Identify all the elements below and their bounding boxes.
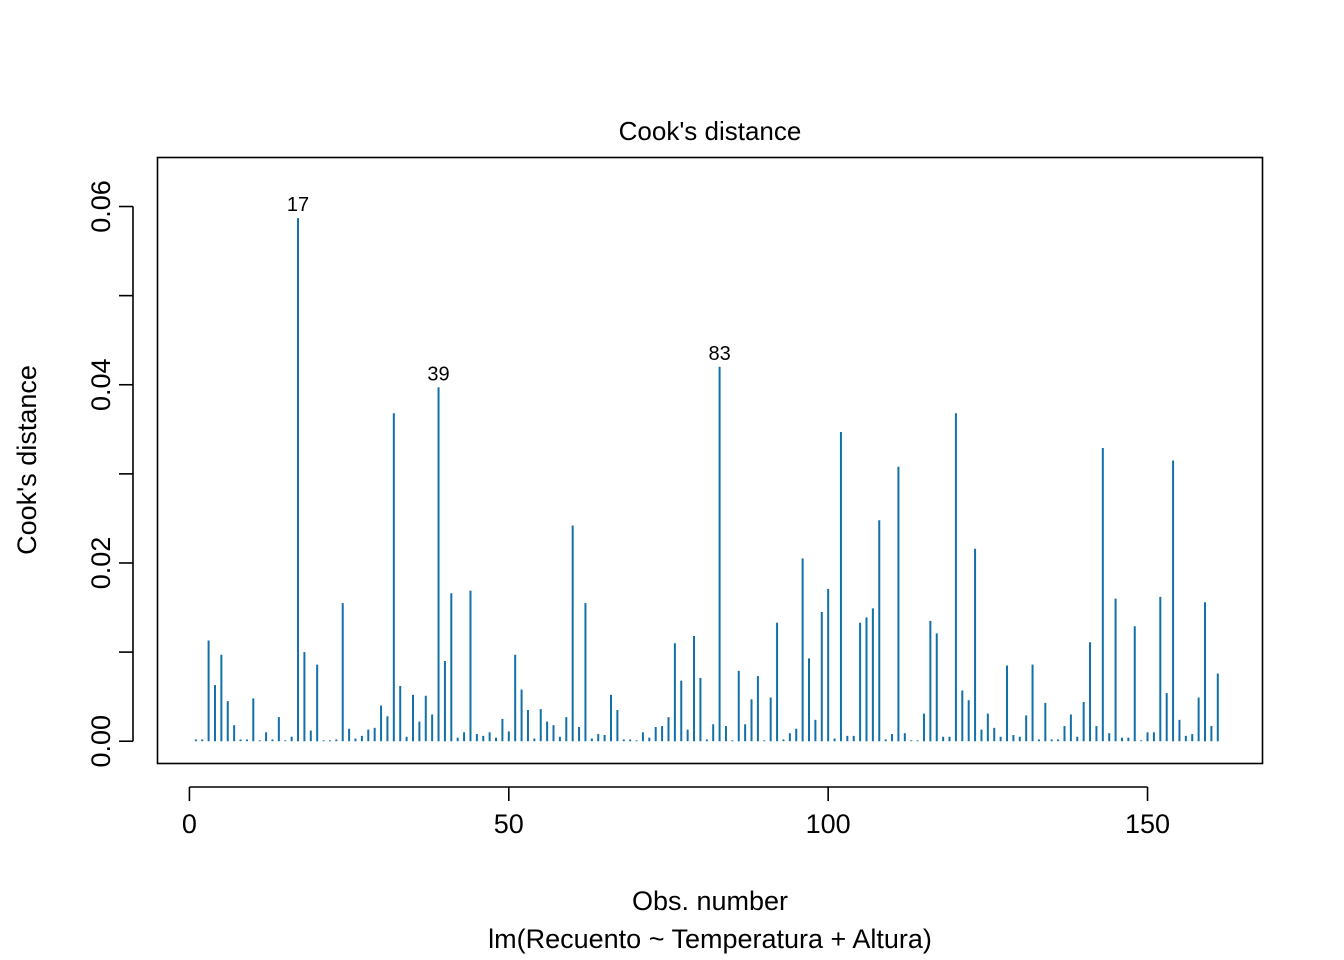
point-label-17: 17 xyxy=(287,194,309,216)
point-label-39: 39 xyxy=(427,363,449,385)
x-tick-label-150: 150 xyxy=(1125,809,1170,839)
x-tick-label-100: 100 xyxy=(806,809,851,839)
x-axis: 0 50 100 150 xyxy=(182,786,1170,839)
x-tick-label-50: 50 xyxy=(494,809,524,839)
y-axis-label: Cook's distance xyxy=(12,365,42,555)
plot-frame xyxy=(156,156,1264,765)
y-tick-label-0: 0.00 xyxy=(86,715,116,768)
bars-group xyxy=(194,218,1219,742)
point-labels-group: 17 39 83 xyxy=(287,194,731,385)
x-axis-label: Obs. number xyxy=(632,886,788,916)
y-tick-label-6: 0.06 xyxy=(86,180,116,233)
y-tick-label-4: 0.04 xyxy=(86,358,116,411)
y-axis: 0.00 0.02 0.04 0.06 xyxy=(86,180,134,768)
y-tick-label-2: 0.02 xyxy=(86,537,116,590)
chart-title: Cook's distance xyxy=(619,116,802,146)
point-label-83: 83 xyxy=(708,343,730,365)
x-tick-label-0: 0 xyxy=(182,809,197,839)
x-axis-subtitle: lm(Recuento ~ Temperatura + Altura) xyxy=(488,924,932,954)
